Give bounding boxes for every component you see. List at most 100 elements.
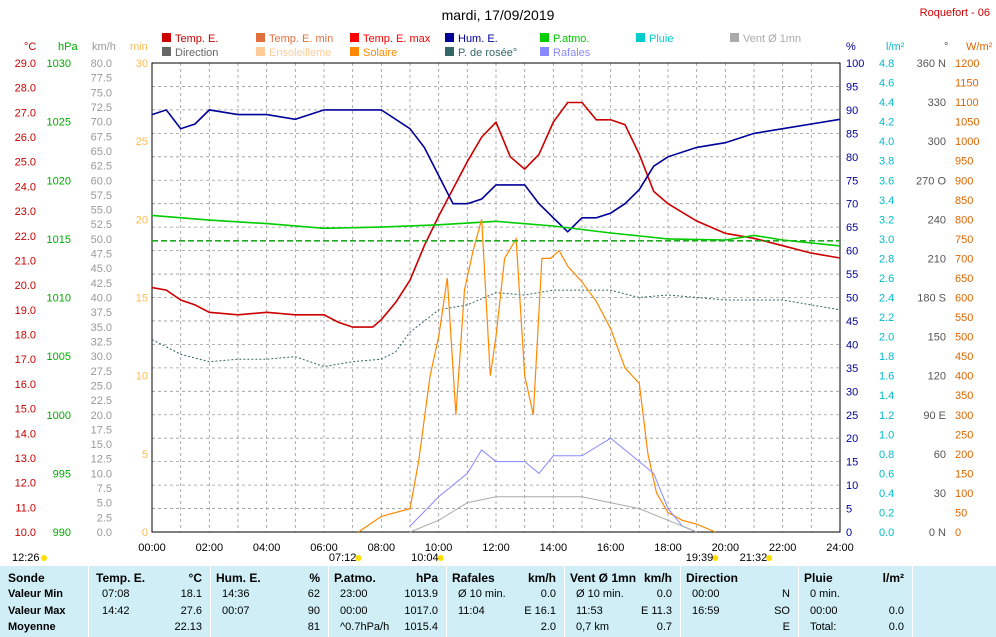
solar-tick: 750 — [955, 234, 973, 246]
sun-marker — [41, 555, 47, 561]
summary-col-title: P.atmo. — [334, 571, 376, 585]
humidity-tick: 80 — [846, 152, 858, 164]
direction-tick: 60 — [934, 449, 946, 461]
summary-col-title: Direction — [686, 571, 739, 585]
temp-tick: 29.0 — [15, 58, 36, 70]
temp-tick: 24.0 — [15, 181, 36, 193]
temp-tick: 16.0 — [15, 379, 36, 391]
rain-tick: 2.8 — [879, 253, 894, 265]
summary-cell-value: 62 — [307, 588, 320, 600]
separator — [564, 566, 565, 637]
rain-tick: 3.6 — [879, 175, 894, 187]
direction-tick: 360 N — [917, 58, 946, 70]
axis-unit: W/m² — [966, 41, 993, 53]
summary-cell-value: 1017.0 — [404, 605, 438, 617]
summary-col-title: Temp. E. — [96, 571, 146, 585]
humidity-tick: 30 — [846, 386, 858, 398]
humidity-tick: 85 — [846, 128, 858, 140]
direction-tick: 240 — [928, 214, 946, 226]
humidity-tick: 70 — [846, 199, 858, 211]
summary-col-unit: °C — [188, 571, 202, 585]
rain-tick: 2.6 — [879, 273, 894, 285]
humidity-tick: 50 — [846, 293, 858, 305]
solar-tick: 250 — [955, 429, 973, 441]
summary-cell-value: 27.6 — [180, 605, 202, 617]
legend-swatch — [540, 33, 549, 42]
humidity-tick: 10 — [846, 480, 858, 492]
wind-tick: 42.5 — [91, 278, 112, 290]
humidity-tick: 40 — [846, 339, 858, 351]
summary-col: Temp. E. °C 07:08 18.1 14:42 27.6 22.13 — [92, 566, 208, 637]
summary-panel: Sonde Valeur Min Valeur Max Moyenne Temp… — [0, 566, 996, 637]
pressure-tick: 995 — [53, 468, 71, 480]
axis-unit: ° — [944, 41, 948, 53]
series-line — [151, 289, 841, 368]
rain-tick: 1.0 — [879, 429, 894, 441]
humidity-tick: 45 — [846, 316, 858, 328]
temp-tick: 26.0 — [15, 132, 36, 144]
solar-tick: 550 — [955, 312, 973, 324]
solar-tick: 1050 — [955, 117, 979, 129]
axis-unit: km/h — [92, 41, 116, 53]
pressure-tick: 990 — [53, 527, 71, 539]
summary-col-unit: % — [309, 571, 320, 585]
summary-col-unit: km/h — [643, 571, 672, 585]
summary-col-title: Rafales — [452, 571, 495, 585]
humidity-tick: 20 — [846, 433, 858, 445]
x-tick: 20:00 — [712, 542, 740, 554]
summary-cell-label: 11:04 — [458, 605, 485, 617]
summary-cell-label: 07:08 — [102, 588, 130, 600]
x-tick: 04:00 — [253, 542, 281, 554]
rain-tick: 0.2 — [879, 507, 894, 519]
direction-tick: 210 — [928, 253, 946, 265]
temp-tick: 13.0 — [15, 453, 36, 465]
rain-tick: 4.4 — [879, 97, 894, 109]
axis-unit: min — [130, 41, 148, 53]
wind-tick: 12.5 — [91, 454, 112, 466]
legend-label: Hum. E. — [458, 33, 498, 45]
rain-tick: 3.8 — [879, 156, 894, 168]
wind-tick: 62.5 — [91, 161, 112, 173]
humidity-tick: 55 — [846, 269, 858, 281]
rain-tick: 0.6 — [879, 468, 894, 480]
solar-tick: 300 — [955, 410, 973, 422]
humidity-tick: 5 — [846, 504, 852, 516]
summary-col: Vent Ø 1mn km/h Ø 10 min. 0.0 11:53 E 11.3 0,7… — [566, 566, 678, 637]
summary-col-unit: l/m² — [882, 571, 904, 585]
legend-swatch — [636, 33, 645, 42]
legend-label: Direction — [175, 47, 218, 59]
solar-tick: 850 — [955, 195, 973, 207]
temp-tick: 23.0 — [15, 206, 36, 218]
legend-label: Pluie — [649, 33, 673, 45]
temp-tick: 19.0 — [15, 305, 36, 317]
legend-label: P. de rosée° — [458, 47, 517, 59]
wind-tick: 47.5 — [91, 249, 112, 261]
direction-tick: 90 E — [923, 410, 946, 422]
rain-tick: 2.4 — [879, 293, 894, 305]
direction-tick: 120 — [928, 371, 946, 383]
legend-swatch — [350, 33, 359, 42]
sun-minute-tick: 10 — [136, 371, 148, 383]
separator — [88, 566, 89, 637]
axis-unit: hPa — [58, 41, 78, 53]
wind-tick: 72.5 — [91, 102, 112, 114]
temp-tick: 25.0 — [15, 157, 36, 169]
summary-cell-label: 00:00 — [340, 605, 368, 617]
sun-time: 19:39 — [686, 552, 714, 564]
legend-swatch — [445, 47, 454, 56]
humidity-tick: 15 — [846, 457, 858, 469]
station-name: Roquefort - 06 — [920, 7, 990, 19]
wind-tick: 60.0 — [91, 175, 112, 187]
wind-tick: 55.0 — [91, 205, 112, 217]
sun-minute-tick: 5 — [142, 449, 148, 461]
legend: Temp. E. Temp. E. min Temp. E. max Hum. E. P… — [162, 33, 801, 59]
summary-col-title: Pluie — [804, 571, 833, 585]
sun-time: 21:32 — [740, 552, 768, 564]
summary-cell-label: 00:07 — [222, 605, 250, 617]
direction-tick: 330 — [928, 97, 946, 109]
rain-tick: 1.6 — [879, 371, 894, 383]
x-tick: 10:00 — [425, 542, 453, 554]
rain-tick: 4.2 — [879, 117, 894, 129]
solar-tick: 0 — [955, 527, 961, 539]
rain-tick: 3.2 — [879, 214, 894, 226]
